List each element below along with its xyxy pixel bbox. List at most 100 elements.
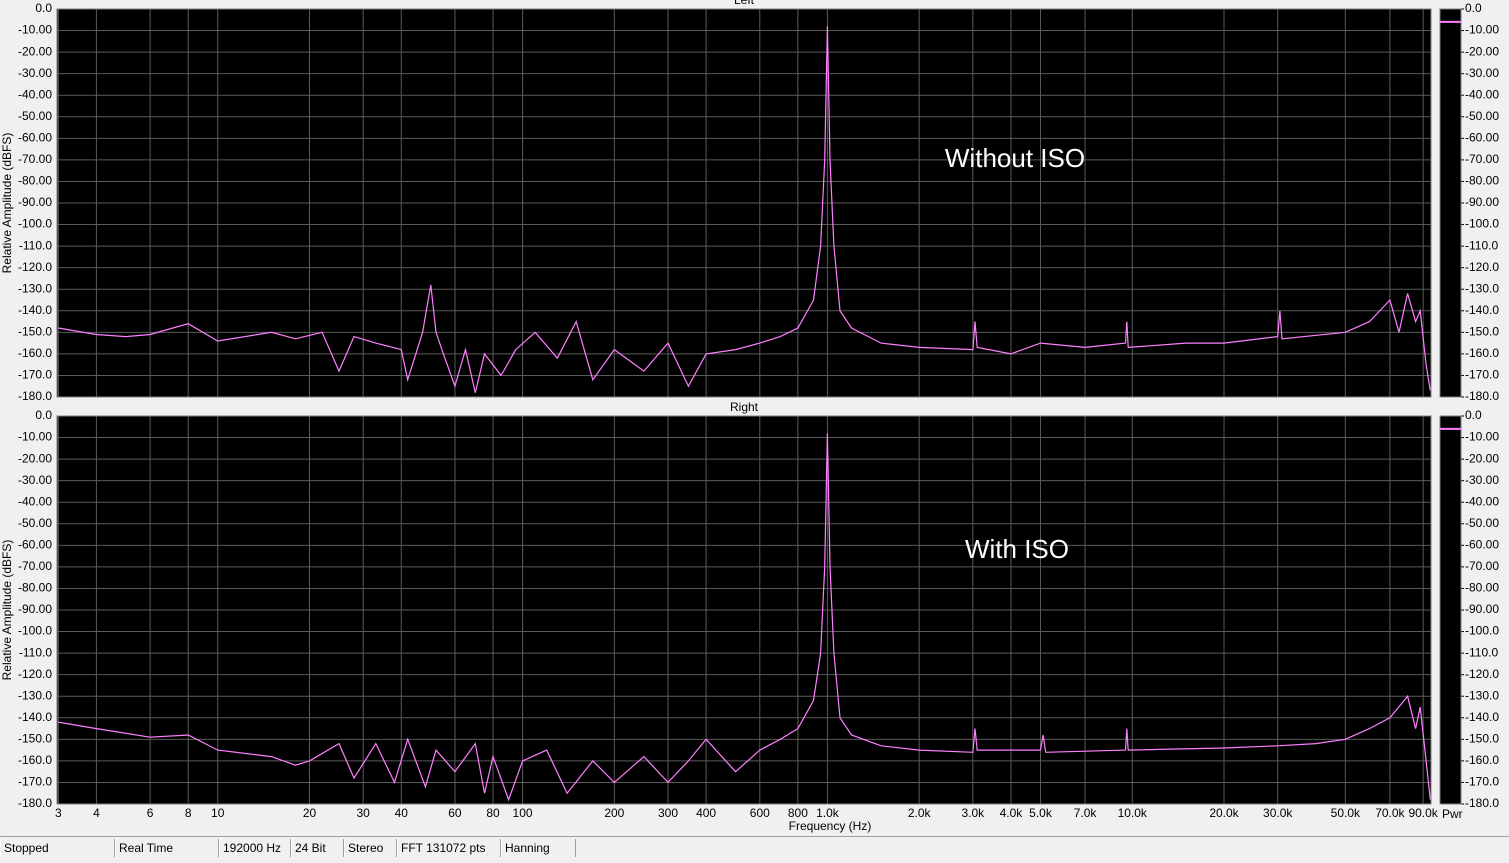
y-tick-label: -40.00 <box>18 87 52 101</box>
y-tick-label: -110.0 <box>19 645 52 659</box>
x-tick-label: 8 <box>185 806 192 820</box>
meter-tick-label: -40.00 <box>1465 87 1499 101</box>
meter-tick-label: -10.00 <box>1465 430 1499 444</box>
y-tick-label: -80.00 <box>18 174 52 188</box>
x-tick-label: 10 <box>211 806 225 820</box>
meter-tick-label: -120.0 <box>1465 260 1499 274</box>
meter-tick-label: -110.0 <box>1465 238 1498 252</box>
y-tick-label: -150.0 <box>18 732 52 746</box>
y-tick-label: -160.0 <box>18 753 52 767</box>
meter-tick-label: -180.0 <box>1465 389 1499 403</box>
meter-tick-label: -120.0 <box>1465 667 1499 681</box>
x-tick-label: 20 <box>303 806 317 820</box>
meter-tick-label: 0.0 <box>1465 408 1482 422</box>
y-tick-label: -60.00 <box>18 538 52 552</box>
meter-tick-label: -140.0 <box>1465 303 1499 317</box>
plot-border <box>56 415 1432 805</box>
panel-title: Right <box>730 400 759 414</box>
meter-tick-label: -50.00 <box>1465 516 1499 530</box>
x-tick-label: 5.0k <box>1029 806 1053 820</box>
meter-tick-label: -80.00 <box>1465 174 1499 188</box>
meter-tick-label: -180.0 <box>1465 796 1499 810</box>
meter-tick-label: -90.00 <box>1465 602 1499 616</box>
y-tick-label: -100.0 <box>18 217 52 231</box>
y-tick-label: -170.0 <box>18 368 52 382</box>
y-tick-label: -90.00 <box>18 195 52 209</box>
meter <box>1439 415 1462 805</box>
x-tick-label: 50.0k <box>1331 806 1361 820</box>
meter-tick-label: -40.00 <box>1465 494 1499 508</box>
y-tick-label: -100.0 <box>18 624 52 638</box>
plot-border <box>56 8 1432 398</box>
spectrum-line <box>58 26 1431 393</box>
x-tick-label: 200 <box>604 806 624 820</box>
chart: 0.0 0.0 -10.00 -10.00 -20.00 -20.00 -30.00 -30.… <box>0 0 1499 833</box>
meter-tick-label: -170.0 <box>1465 368 1499 382</box>
y-tick-label: -20.00 <box>18 451 52 465</box>
y-tick-label: -180.0 <box>18 796 52 810</box>
y-tick-label: 0.0 <box>35 1 52 15</box>
status-cell: FFT 131072 pts <box>397 839 501 857</box>
y-tick-label: 0.0 <box>35 408 52 422</box>
meter-tick-label: -50.00 <box>1465 109 1499 123</box>
x-tick-label: 80 <box>486 806 500 820</box>
y-axis-title: Relative Amplitude (dBFS) <box>0 540 14 681</box>
x-tick-label: 3 <box>55 806 62 820</box>
meter-tick-label: -140.0 <box>1465 710 1499 724</box>
y-tick-label: -90.00 <box>18 602 52 616</box>
annotation: Without ISO <box>945 143 1085 173</box>
y-tick-label: -50.00 <box>18 516 52 530</box>
y-tick-label: -50.00 <box>18 109 52 123</box>
meter-tick-label: -100.0 <box>1465 624 1499 638</box>
status-cell: Hanning <box>501 839 576 857</box>
meter-tick-label: -100.0 <box>1465 217 1499 231</box>
x-tick-label: 600 <box>750 806 770 820</box>
y-tick-label: -60.00 <box>18 131 52 145</box>
y-tick-label: -140.0 <box>18 303 52 317</box>
x-tick-label: 70.0k <box>1375 806 1405 820</box>
meter <box>1439 8 1462 398</box>
x-tick-label: 60 <box>448 806 462 820</box>
y-tick-label: -170.0 <box>18 775 52 789</box>
y-tick-label: -180.0 <box>18 389 52 403</box>
y-tick-label: -10.00 <box>18 23 52 37</box>
y-tick-label: -30.00 <box>18 66 52 80</box>
y-tick-label: -80.00 <box>18 581 52 595</box>
meter-tick-label: -150.0 <box>1465 325 1499 339</box>
x-tick-label: 30.0k <box>1263 806 1293 820</box>
meter-tick-label: -30.00 <box>1465 473 1499 487</box>
x-tick-label: 40 <box>395 806 409 820</box>
x-tick-label: 7.0k <box>1074 806 1098 820</box>
meter-tick-label: -20.00 <box>1465 451 1499 465</box>
meter-tick-label: 0.0 <box>1465 1 1482 15</box>
annotation: With ISO <box>965 534 1069 564</box>
y-tick-label: -160.0 <box>18 346 52 360</box>
meter-tick-label: -130.0 <box>1465 688 1499 702</box>
meter-tick-label: -30.00 <box>1465 66 1499 80</box>
y-tick-label: -130.0 <box>18 281 52 295</box>
y-tick-label: -70.00 <box>18 152 52 166</box>
y-tick-label: -120.0 <box>18 667 52 681</box>
x-tick-label: 800 <box>788 806 808 820</box>
meter-tick-label: -10.00 <box>1465 23 1499 37</box>
panel-title: Left <box>734 0 755 7</box>
y-tick-label: -30.00 <box>18 473 52 487</box>
status-cell: 192000 Hz <box>219 839 291 857</box>
meter-tick-label: -160.0 <box>1465 346 1499 360</box>
x-tick-label: 4 <box>93 806 100 820</box>
meter-tick-label: -90.00 <box>1465 195 1499 209</box>
meter-tick-label: -70.00 <box>1465 559 1499 573</box>
x-tick-label: 3.0k <box>962 806 986 820</box>
y-tick-label: -70.00 <box>18 559 52 573</box>
x-tick-label: 1.0k <box>816 806 840 820</box>
meter-tick-label: -70.00 <box>1465 152 1499 166</box>
y-tick-label: -20.00 <box>18 44 52 58</box>
y-tick-label: -130.0 <box>18 688 52 702</box>
status-cell: Stereo <box>344 839 397 857</box>
y-tick-label: -150.0 <box>18 325 52 339</box>
x-tick-label: 100 <box>513 806 533 820</box>
x-tick-label: 30 <box>356 806 370 820</box>
y-tick-label: -110.0 <box>19 238 52 252</box>
status-cell: Stopped <box>0 839 115 857</box>
